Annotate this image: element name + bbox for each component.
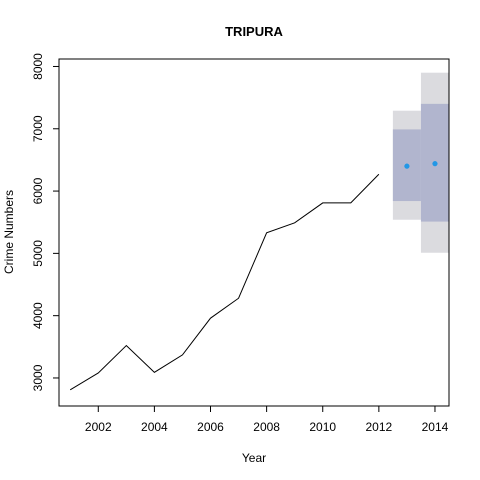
forecast-point [404, 163, 410, 169]
plot-frame [58, 58, 450, 407]
forecast-intervals [392, 72, 449, 253]
x-tick-label: 2014 [422, 420, 449, 434]
y-tick-label: 8000 [31, 53, 45, 80]
y-tick-label: 6000 [31, 177, 45, 204]
x-axis-title: Year [242, 451, 266, 465]
forecast-point [432, 161, 438, 167]
y-axis: 3000 4000 5000 6000 7000 8000 [31, 53, 59, 391]
x-tick-label: 2012 [366, 420, 393, 434]
chart-title: TRIPURA [225, 24, 283, 39]
y-tick-label: 7000 [31, 115, 45, 142]
x-tick-label: 2010 [309, 420, 336, 434]
y-axis-title: Crime Numbers [2, 190, 16, 274]
series-line [69, 173, 380, 391]
y-tick-label: 3000 [31, 364, 45, 391]
x-tick-label: 2002 [85, 420, 112, 434]
y-tick-label: 5000 [31, 240, 45, 267]
forecast-points [404, 161, 438, 169]
data-series [69, 173, 380, 391]
x-tick-label: 2008 [253, 420, 280, 434]
x-tick-label: 2004 [141, 420, 168, 434]
x-tick-label: 2006 [197, 420, 224, 434]
y-tick-label: 4000 [31, 302, 45, 329]
x-axis: 2002 2004 2006 2008 2010 2012 2014 [85, 406, 449, 434]
